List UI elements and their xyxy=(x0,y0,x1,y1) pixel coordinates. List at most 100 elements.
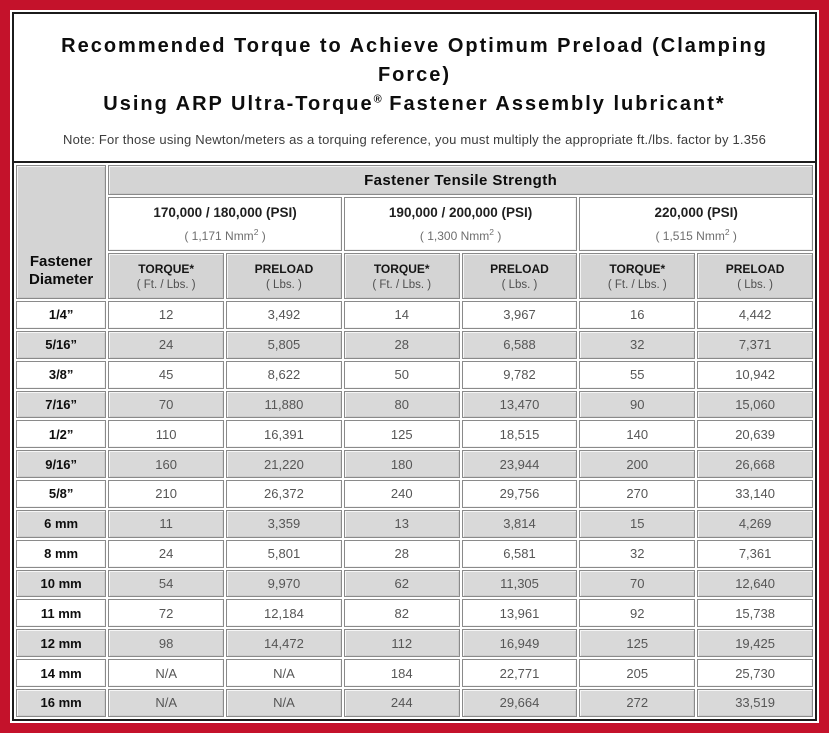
diameter-cell: 1/4” xyxy=(16,301,107,329)
value-cell: 18,515 xyxy=(461,420,578,449)
preload-column-header: PRELOAD ( Lbs. ) xyxy=(461,253,578,299)
value-cell: 3,814 xyxy=(461,509,578,538)
value-cell: 4,269 xyxy=(697,509,813,538)
value-cell: 14,472 xyxy=(226,629,342,658)
header-row-psi: 170,000 / 180,000 (PSI) ( 1,171 Nmm2 ) 1… xyxy=(16,197,813,251)
table-row: 1/4” 12 3,492 14 3,967 16 4,442 xyxy=(16,301,813,329)
value-cell: N/A xyxy=(226,659,342,687)
value-cell: 125 xyxy=(343,420,460,449)
value-cell: 200 xyxy=(579,450,696,479)
value-cell: 32 xyxy=(579,539,696,568)
value-cell: 270 xyxy=(579,480,696,508)
value-cell: 16,391 xyxy=(226,420,342,449)
value-cell: 22,771 xyxy=(461,659,578,687)
value-cell: 4,442 xyxy=(697,301,813,329)
psi-group-220: 220,000 (PSI) ( 1,515 Nmm2 ) xyxy=(579,197,813,251)
value-cell: 90 xyxy=(579,390,696,419)
value-cell: 244 xyxy=(343,688,460,717)
torque-table: Fastener Diameter Fastener Tensile Stren… xyxy=(14,163,815,719)
value-cell: 26,372 xyxy=(226,480,342,508)
torque-table-section: Fastener Diameter Fastener Tensile Stren… xyxy=(14,161,815,719)
conversion-note: Note: For those using Newton/meters as a… xyxy=(62,132,767,147)
diameter-cell: 5/16” xyxy=(16,330,107,359)
value-cell: 12,184 xyxy=(226,599,342,628)
value-cell: 15 xyxy=(579,509,696,538)
diameter-cell: 16 mm xyxy=(16,688,107,717)
table-row: 11 mm 72 12,184 82 13,961 92 15,738 xyxy=(16,599,813,628)
psi-label: 190,000 / 200,000 (PSI) xyxy=(388,205,533,220)
value-cell: 13,470 xyxy=(461,390,578,419)
value-cell: 21,220 xyxy=(226,450,342,479)
value-cell: 125 xyxy=(579,629,696,658)
value-cell: 14 xyxy=(343,301,460,329)
value-cell: 70 xyxy=(579,569,696,598)
table-row: 16 mm N/A N/A 244 29,664 272 33,519 xyxy=(16,688,813,717)
content-panel: Recommended Torque to Achieve Optimum Pr… xyxy=(12,12,817,721)
table-row: 10 mm 54 9,970 62 11,305 70 12,640 xyxy=(16,569,813,598)
value-cell: 32 xyxy=(579,330,696,359)
table-row: 8 mm 24 5,801 28 6,581 32 7,361 xyxy=(16,539,813,568)
value-cell: 11 xyxy=(108,509,225,538)
value-cell: 28 xyxy=(343,539,460,568)
registered-trademark-symbol: ® xyxy=(373,93,382,106)
value-cell: 19,425 xyxy=(697,629,813,658)
value-cell: 54 xyxy=(108,569,225,598)
value-cell: 29,756 xyxy=(461,480,578,508)
value-cell: 11,880 xyxy=(226,390,342,419)
table-row: 12 mm 98 14,472 112 16,949 125 19,425 xyxy=(16,629,813,658)
value-cell: 25,730 xyxy=(697,659,813,687)
diameter-cell: 7/16” xyxy=(16,390,107,419)
value-cell: 72 xyxy=(108,599,225,628)
value-cell: 112 xyxy=(343,629,460,658)
value-cell: 8,622 xyxy=(226,360,342,389)
nmm-label: ( 1,300 Nmm2 ) xyxy=(419,227,502,243)
value-cell: 16 xyxy=(579,301,696,329)
torque-column-header: TORQUE* ( Ft. / Lbs. ) xyxy=(343,253,460,299)
diameter-cell: 14 mm xyxy=(16,659,107,687)
diameter-cell: 5/8” xyxy=(16,480,107,508)
nmm-label: ( 1,171 Nmm2 ) xyxy=(184,227,266,243)
diameter-cell: 10 mm xyxy=(16,569,107,598)
table-row: 5/8” 210 26,372 240 29,756 270 33,140 xyxy=(16,480,813,508)
table-row: 7/16” 70 11,880 80 13,470 90 15,060 xyxy=(16,390,813,419)
diameter-cell: 1/2” xyxy=(16,420,107,449)
page-title-line-1: Recommended Torque to Achieve Optimum Pr… xyxy=(61,35,768,86)
diameter-cell: 6 mm xyxy=(16,509,107,538)
torque-column-header: TORQUE* ( Ft. / Lbs. ) xyxy=(579,253,696,299)
value-cell: 110 xyxy=(108,420,225,449)
value-cell: 62 xyxy=(343,569,460,598)
fastener-diameter-header: Fastener Diameter xyxy=(16,165,107,299)
value-cell: 240 xyxy=(343,480,460,508)
psi-group-190-200: 190,000 / 200,000 (PSI) ( 1,300 Nmm2 ) xyxy=(343,197,578,251)
value-cell: 12,640 xyxy=(697,569,813,598)
diameter-cell: 12 mm xyxy=(16,629,107,658)
preload-column-header: PRELOAD ( Lbs. ) xyxy=(697,253,813,299)
value-cell: 13 xyxy=(343,509,460,538)
value-cell: 3,967 xyxy=(461,301,578,329)
value-cell: 92 xyxy=(579,599,696,628)
value-cell: 5,805 xyxy=(226,330,342,359)
value-cell: 180 xyxy=(343,450,460,479)
value-cell: 33,519 xyxy=(697,688,813,717)
value-cell: 15,060 xyxy=(697,390,813,419)
value-cell: 11,305 xyxy=(461,569,578,598)
value-cell: 16,949 xyxy=(461,629,578,658)
value-cell: 3,359 xyxy=(226,509,342,538)
value-cell: 6,581 xyxy=(461,539,578,568)
value-cell: 82 xyxy=(343,599,460,628)
nmm-label: ( 1,515 Nmm2 ) xyxy=(655,227,737,243)
value-cell: 7,371 xyxy=(697,330,813,359)
value-cell: 9,970 xyxy=(226,569,342,598)
value-cell: N/A xyxy=(226,688,342,717)
table-row: 6 mm 11 3,359 13 3,814 15 4,269 xyxy=(16,509,813,538)
value-cell: 24 xyxy=(108,539,225,568)
header-row-main: Fastener Diameter Fastener Tensile Stren… xyxy=(16,165,813,299)
value-cell: 23,944 xyxy=(461,450,578,479)
table-body: 1/4” 12 3,492 14 3,967 16 4,442 5/16” 24 5,805 28 6… xyxy=(16,301,813,717)
value-cell: N/A xyxy=(108,659,225,687)
value-cell: 6,588 xyxy=(461,330,578,359)
table-row: 5/16” 24 5,805 28 6,588 32 7,371 xyxy=(16,330,813,359)
preload-column-header: PRELOAD ( Lbs. ) xyxy=(226,253,342,299)
diameter-cell: 3/8” xyxy=(16,360,107,389)
